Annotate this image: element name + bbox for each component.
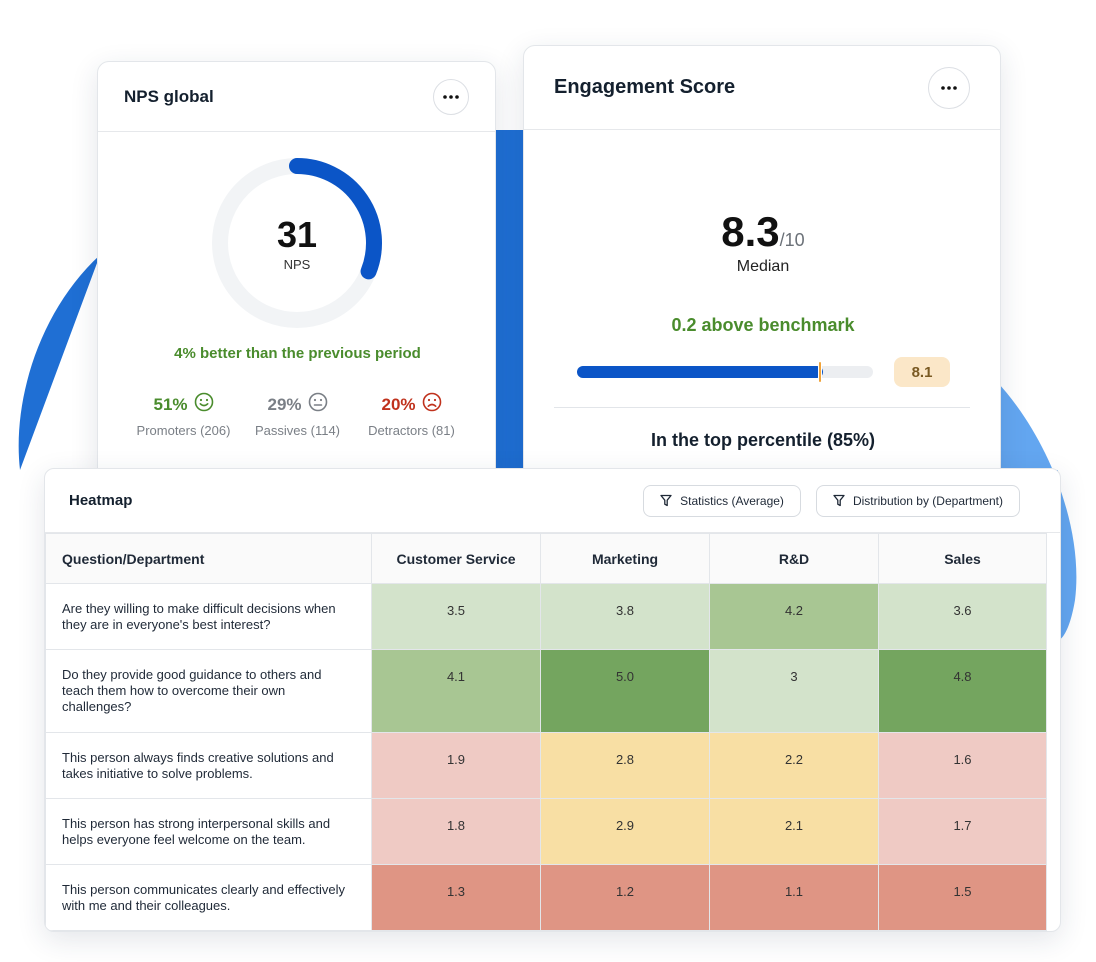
engagement-card: Engagement Score 8.3/10 Median 0.2 above… — [523, 45, 1001, 485]
nps-promoters: 51% Promoters (206) — [127, 392, 241, 438]
heatmap-cell[interactable]: 2.1 — [709, 798, 879, 865]
nps-promoters-label: Promoters (206) — [136, 423, 231, 438]
nps-breakdown: 51% Promoters (206) 29% Passives (114) — [98, 392, 495, 438]
nps-gauge: 31 NPS — [210, 156, 384, 330]
heatmap-cell[interactable]: 1.7 — [878, 798, 1047, 865]
benchmark-badge: 8.1 — [894, 357, 950, 387]
heatmap-cell[interactable]: 3.6 — [878, 583, 1047, 650]
table-row: Do they provide good guidance to others … — [45, 649, 1047, 733]
engagement-progress-bar — [577, 361, 873, 383]
frown-face-icon — [422, 392, 442, 417]
heatmap-cell[interactable]: 4.8 — [878, 649, 1047, 733]
heatmap-header-row: Question/Department Customer Service Mar… — [45, 533, 1047, 584]
nps-detractors-label: Detractors (81) — [368, 423, 455, 438]
engagement-percentile-text: In the top percentile (85%) — [650, 430, 876, 450]
table-row: This person communicates clearly and eff… — [45, 864, 1047, 931]
neutral-face-icon — [308, 392, 328, 417]
heatmap-cell[interactable]: 2.9 — [540, 798, 710, 865]
nps-gauge-center: 31 NPS — [210, 156, 384, 330]
nps-more-button[interactable] — [433, 78, 469, 115]
nps-detractors-pct: 20% — [381, 394, 416, 414]
heatmap-header: Heatmap Statistics (Average) Distributio… — [45, 469, 1060, 533]
engagement-more-button[interactable] — [928, 66, 970, 109]
question-cell: Are they willing to make difficult decis… — [45, 583, 372, 650]
nps-detractors: 20% Detractors (81) — [355, 392, 469, 438]
engagement-card-header: Engagement Score — [524, 46, 1000, 130]
heatmap-cell[interactable]: 3.5 — [371, 583, 541, 650]
heatmap-cell[interactable]: 3.8 — [540, 583, 710, 650]
nps-score-label: NPS — [283, 256, 311, 272]
question-cell: This person always finds creative soluti… — [45, 732, 372, 799]
statistics-filter-button[interactable]: Statistics (Average) — [643, 484, 801, 517]
engagement-score: 8.3/10 — [524, 208, 1000, 256]
heatmap-cell[interactable]: 2.2 — [709, 732, 879, 799]
nps-passives-label: Passives (114) — [254, 423, 340, 438]
column-header-marketing[interactable]: Marketing — [540, 533, 710, 584]
heatmap-table: Question/Department Customer Service Mar… — [45, 533, 1047, 931]
engagement-score-value: 8.3 — [721, 208, 780, 255]
engagement-score-label: Median — [736, 258, 790, 275]
heatmap-cell[interactable]: 1.6 — [878, 732, 1047, 799]
engagement-card-title: Engagement Score — [554, 76, 736, 98]
heatmap-cell[interactable]: 3 — [709, 649, 879, 733]
heatmap-cell[interactable]: 2.8 — [540, 732, 710, 799]
column-header-sales[interactable]: Sales — [878, 533, 1047, 584]
nps-card: NPS global 31 NPS 4% better than the pre… — [97, 61, 496, 481]
smile-face-icon — [194, 392, 214, 417]
more-horizontal-icon — [443, 94, 459, 99]
heatmap-card: Heatmap Statistics (Average) Distributio… — [44, 468, 1061, 932]
table-row: Are they willing to make difficult decis… — [45, 583, 1047, 650]
nps-score: 31 — [276, 213, 318, 255]
distribution-filter-button[interactable]: Distribution by (Department) — [815, 484, 1020, 517]
table-row: This person has strong interpersonal ski… — [45, 798, 1047, 865]
engagement-progress-fill — [577, 366, 823, 378]
heatmap-cell[interactable]: 5.0 — [540, 649, 710, 733]
filter-icon — [660, 494, 672, 507]
heatmap-actions: Statistics (Average) Distribution by (De… — [643, 484, 1020, 517]
heatmap-title: Heatmap — [69, 492, 133, 509]
heatmap-cell[interactable]: 1.1 — [709, 864, 879, 931]
question-cell: This person has strong interpersonal ski… — [45, 798, 372, 865]
benchmark-marker — [817, 361, 822, 383]
nps-gauge-arc — [289, 158, 382, 280]
column-header-customer-service[interactable]: Customer Service — [371, 533, 541, 584]
nps-delta-text: 4% better than the previous period — [174, 345, 421, 362]
column-header-question[interactable]: Question/Department — [45, 533, 372, 584]
engagement-benchmark-text: 0.2 above benchmark — [671, 315, 855, 335]
more-horizontal-icon — [941, 85, 957, 90]
distribution-filter-label: Distribution by (Department) — [852, 493, 1003, 508]
nps-card-title: NPS global — [124, 86, 214, 106]
heatmap-cell[interactable]: 4.1 — [371, 649, 541, 733]
table-row: This person always finds creative soluti… — [45, 732, 1047, 799]
heatmap-cell[interactable]: 1.9 — [371, 732, 541, 799]
nps-passives-pct: 29% — [267, 394, 302, 414]
nps-promoters-pct: 51% — [153, 394, 188, 414]
heatmap-cell[interactable]: 1.2 — [540, 864, 710, 931]
heatmap-cell[interactable]: 4.2 — [709, 583, 879, 650]
background-strip — [496, 130, 523, 470]
filter-icon — [833, 494, 845, 507]
engagement-divider — [554, 407, 970, 408]
nps-card-header: NPS global — [98, 62, 495, 132]
question-cell: Do they provide good guidance to others … — [45, 649, 372, 733]
engagement-score-denominator: /10 — [779, 230, 805, 250]
question-cell: This person communicates clearly and eff… — [45, 864, 372, 931]
heatmap-cell[interactable]: 1.3 — [371, 864, 541, 931]
heatmap-cell[interactable]: 1.5 — [878, 864, 1047, 931]
statistics-filter-label: Statistics (Average) — [680, 493, 784, 508]
nps-passives: 29% Passives (114) — [241, 392, 355, 438]
heatmap-cell[interactable]: 1.8 — [371, 798, 541, 865]
column-header-rnd[interactable]: R&D — [709, 533, 879, 584]
